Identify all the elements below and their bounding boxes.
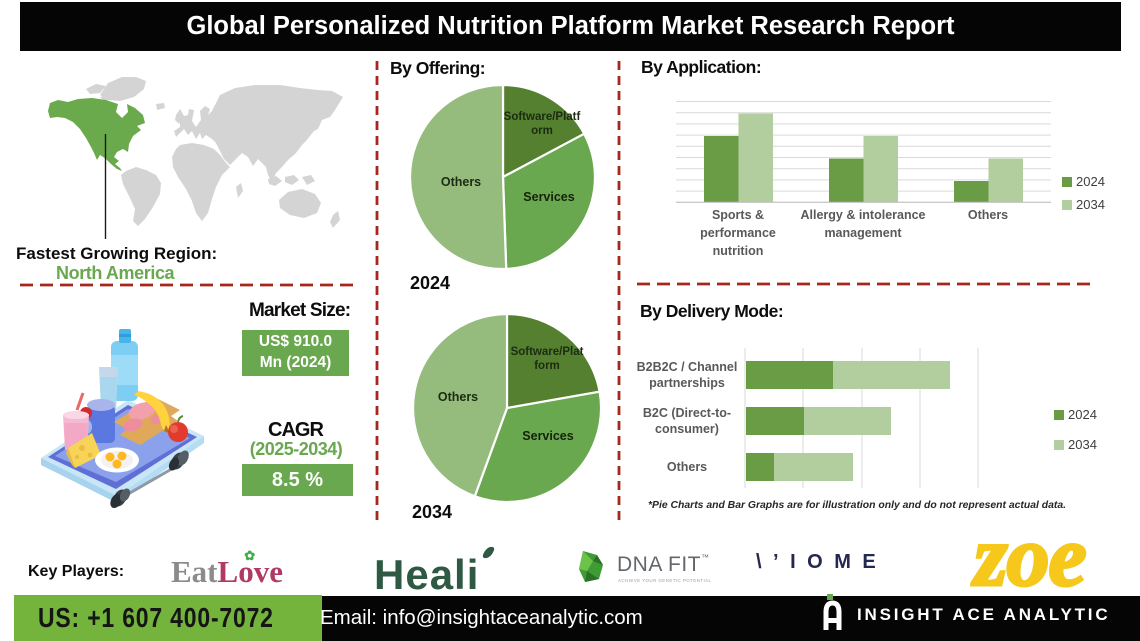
- svg-text:2034: 2034: [1068, 437, 1097, 452]
- svg-text:2034: 2034: [1076, 197, 1105, 212]
- svg-text:Software/Plat: Software/Plat: [511, 346, 584, 358]
- svg-text:B2B2C / Channel: B2B2C / Channel: [637, 360, 738, 374]
- svg-text:consumer): consumer): [655, 422, 719, 436]
- svg-text:2024: 2024: [1076, 174, 1105, 189]
- svg-text:partnerships: partnerships: [649, 376, 725, 390]
- svg-text:Others: Others: [968, 208, 1008, 222]
- svg-text:Allergy & intolerance: Allergy & intolerance: [800, 208, 925, 222]
- svg-text:Software/Platf: Software/Platf: [504, 111, 581, 123]
- svg-text:Others: Others: [438, 390, 478, 404]
- svg-text:form: form: [534, 360, 560, 372]
- svg-text:Others: Others: [441, 175, 481, 189]
- svg-text:Services: Services: [522, 429, 573, 443]
- svg-text:management: management: [824, 226, 902, 240]
- svg-text:2024: 2024: [1068, 407, 1097, 422]
- svg-text:performance: performance: [700, 226, 776, 240]
- svg-text:B2C (Direct-to-: B2C (Direct-to-: [643, 406, 731, 420]
- svg-text:Sports &: Sports &: [712, 208, 764, 222]
- svg-text:Others: Others: [667, 460, 707, 474]
- svg-text:nutrition: nutrition: [713, 244, 764, 258]
- svg-text:Services: Services: [523, 190, 574, 204]
- svg-text:orm: orm: [531, 125, 553, 137]
